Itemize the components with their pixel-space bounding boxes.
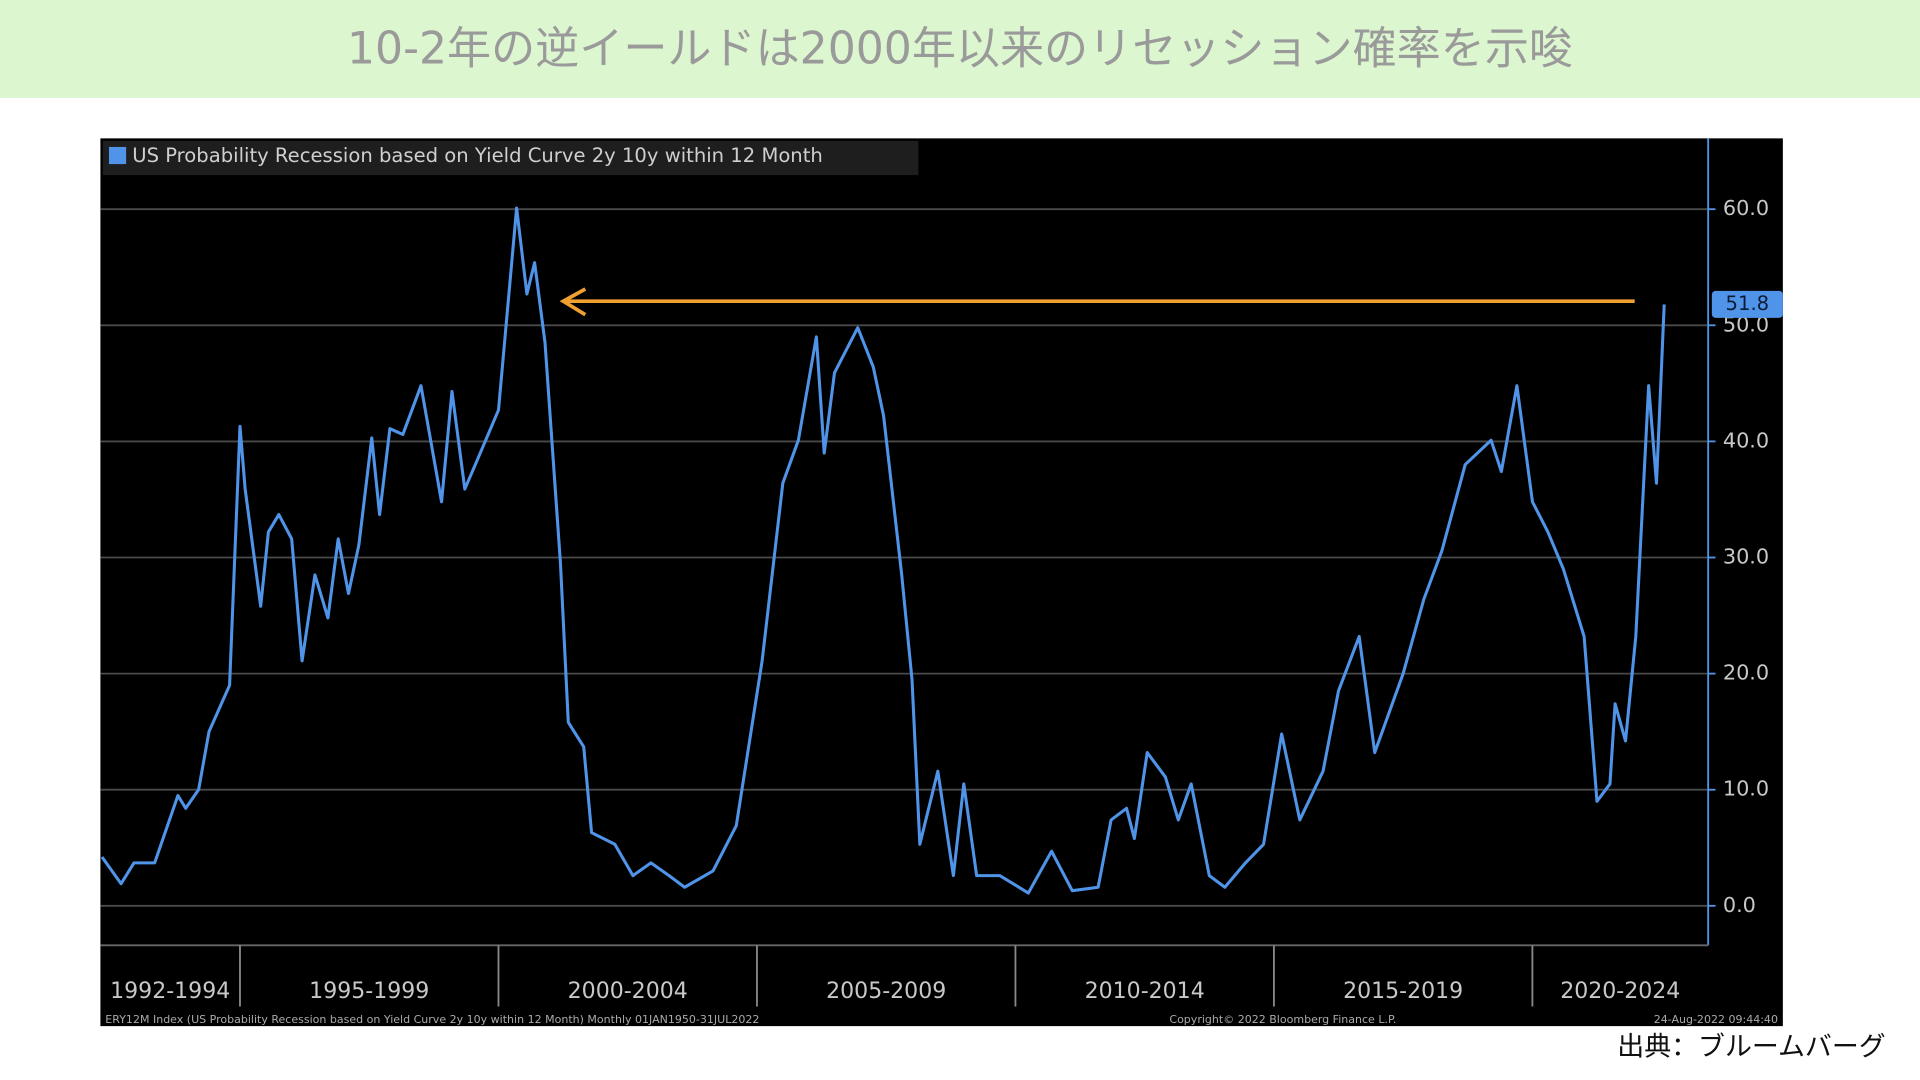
x-period-label: 2015-2019 [1343,979,1463,1004]
legend-label: US Probability Recession based on Yield … [132,144,823,167]
x-period-label: 1995-1999 [309,979,429,1004]
footer-right: 24-Aug-2022 09:44:40 [1654,1013,1778,1026]
arrow-head [559,287,587,317]
x-period-label: 2000-2004 [568,979,688,1004]
title-band [0,0,1920,98]
x-period-label: 2020-2024 [1560,979,1680,1004]
x-period-label: 2010-2014 [1085,979,1205,1004]
legend-box [102,140,919,176]
y-tick-label: 10.0 [1723,777,1769,801]
y-tick-label: 20.0 [1723,661,1769,685]
y-tick-label: 60.0 [1723,196,1769,220]
chart-background [100,138,1783,1027]
slide-title: 10-2年の逆イールドは2000年以来のリセッション確率を示唆 [347,23,1573,74]
legend-swatch [108,146,127,165]
data-line [100,206,1666,895]
x-period-label: 2005-2009 [826,979,946,1004]
footer-center: Copyright© 2022 Bloomberg Finance L.P. [1169,1013,1396,1026]
last-value-label: 51.8 [1726,292,1770,315]
footer-left: ERY12M Index (US Probability Recession b… [105,1013,759,1026]
y-tick-label: 30.0 [1723,545,1769,569]
y-tick-label: 40.0 [1723,428,1769,452]
source-note: 出典：ブルームバーグ [1617,1032,1885,1063]
last-value-badge [1711,290,1783,318]
y-tick-label: 0.0 [1723,893,1756,917]
x-period-label: 1992-1994 [110,979,230,1004]
